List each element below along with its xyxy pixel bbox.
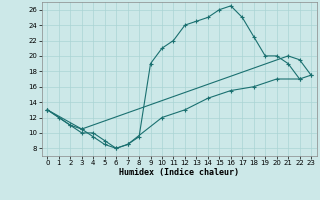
X-axis label: Humidex (Indice chaleur): Humidex (Indice chaleur) — [119, 168, 239, 177]
